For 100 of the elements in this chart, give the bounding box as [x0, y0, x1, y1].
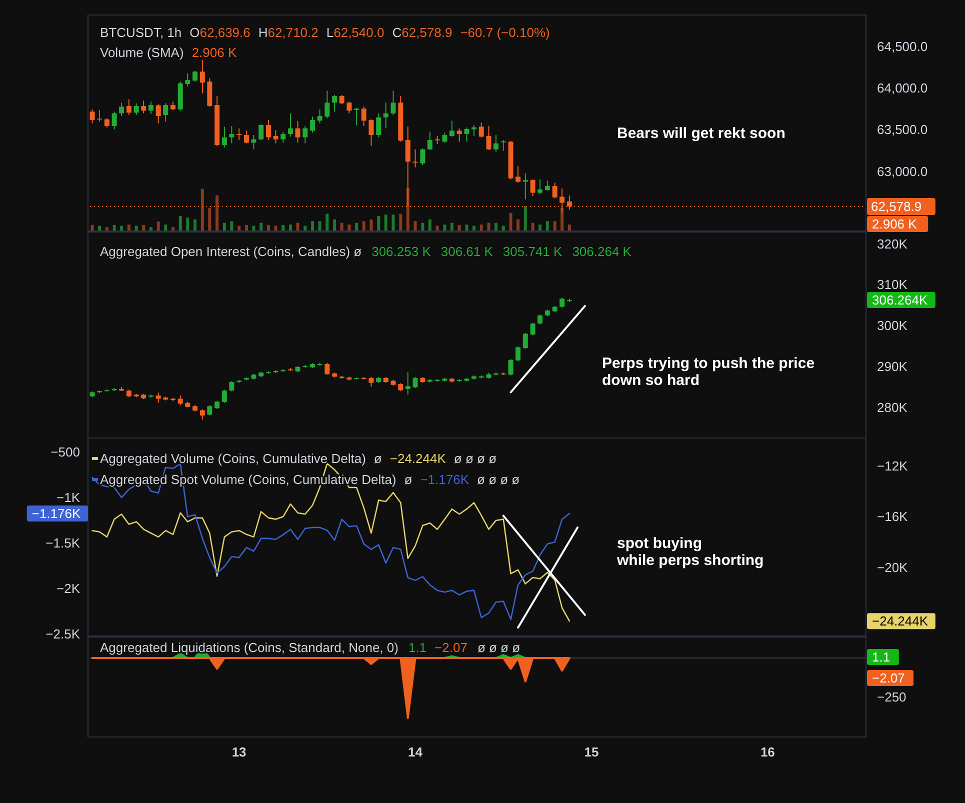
candlestick	[156, 392, 161, 404]
bar	[414, 221, 417, 231]
y-tick-label: 310K	[877, 277, 908, 292]
bar	[260, 222, 263, 231]
candlestick	[317, 108, 322, 124]
bar	[216, 195, 219, 231]
y-tick-label: 320K	[877, 236, 908, 252]
bar	[553, 221, 556, 231]
bar	[311, 221, 314, 231]
legend-label: Aggregated Volume (Coins, Cumulative Delta)	[100, 451, 366, 466]
y-tick-label: −2K	[56, 581, 80, 596]
candlestick	[222, 389, 227, 404]
annotation: H	[258, 25, 268, 40]
bar	[194, 219, 197, 231]
annotation: Perps trying to push the price down so hard	[602, 355, 815, 389]
bar	[560, 208, 564, 231]
candlestick	[200, 59, 205, 94]
bar	[377, 216, 380, 231]
candlestick	[324, 362, 330, 376]
candlestick	[508, 358, 514, 376]
y-tick-label: 63,500.0	[877, 122, 928, 138]
bar	[186, 218, 190, 231]
bar	[568, 224, 571, 231]
bar	[340, 222, 344, 231]
bar	[546, 221, 549, 231]
bar	[112, 224, 116, 231]
annotation: 2.906 K	[192, 45, 237, 60]
y-tick-label: −1.5K	[46, 536, 80, 551]
candlestick	[368, 376, 374, 388]
candlestick	[442, 132, 448, 144]
text: −24.244K	[872, 614, 928, 629]
candlestick	[405, 372, 410, 396]
candlestick	[390, 90, 396, 116]
candlestick	[156, 104, 161, 124]
y-tick-label: −2.5K	[46, 626, 80, 642]
candlestick	[185, 72, 190, 88]
bar	[244, 224, 248, 231]
candlestick	[552, 182, 558, 199]
candlestick	[530, 178, 536, 197]
bar	[428, 219, 432, 231]
x-tick-label: 14	[408, 744, 424, 760]
annotation: 62,540.0	[334, 25, 384, 40]
bar	[480, 224, 483, 231]
candlestick	[90, 108, 95, 124]
y-tick-label: 64,000.0	[877, 80, 928, 96]
annotation: −1.176K	[420, 472, 470, 487]
candlestick	[97, 109, 102, 122]
bar	[494, 222, 498, 231]
bar	[450, 222, 454, 231]
y-tick-label: −500	[50, 444, 80, 460]
text: 1.1	[872, 650, 890, 664]
bar	[392, 214, 395, 231]
chart-title: Aggregated Liquidations (Coins, Standard, None, 0)	[100, 640, 398, 655]
annotation: 306.253 K	[372, 244, 432, 259]
candlestick	[126, 98, 132, 116]
bar	[465, 224, 468, 231]
x-tick-label: 13	[232, 744, 246, 760]
candlestick	[134, 102, 139, 116]
candlestick	[229, 126, 234, 144]
annotation: 306.264 K	[572, 244, 632, 259]
annotation: L	[326, 25, 334, 40]
text: Aggregated Open Interest (Coins, Candles) ø	[100, 244, 362, 259]
candlestick	[112, 111, 117, 130]
annotation: Bears will get rekt soon	[617, 125, 786, 142]
ref-line-label: 62,578.9	[871, 198, 922, 214]
candlestick	[163, 102, 168, 122]
bar	[296, 222, 300, 231]
candlestick	[354, 107, 360, 126]
bar	[149, 227, 152, 231]
candlestick	[339, 94, 344, 104]
candlestick	[412, 376, 418, 389]
annotation: ø ø ø ø	[477, 472, 520, 487]
text: −250	[877, 690, 906, 704]
candlestick	[538, 314, 543, 325]
bar	[443, 224, 446, 231]
bar	[266, 224, 270, 231]
annotation: 62,710.2	[268, 25, 318, 40]
bar	[142, 224, 146, 231]
bar	[164, 224, 168, 231]
candlestick	[229, 380, 234, 392]
candlestick	[324, 90, 330, 119]
x-tick-label: 15	[584, 744, 599, 760]
candlestick	[200, 408, 205, 420]
candlestick	[266, 120, 271, 141]
text: −2.07	[872, 670, 905, 686]
text: BTCUSDT, 1h	[100, 25, 182, 40]
bar	[222, 222, 226, 231]
bar	[384, 214, 388, 231]
candlestick	[464, 127, 470, 142]
y-tick-label: 64,500.0	[877, 38, 928, 54]
bar	[156, 222, 160, 231]
bar	[362, 221, 366, 231]
candlestick	[420, 148, 426, 166]
candlestick	[486, 126, 492, 151]
candlestick	[368, 118, 374, 147]
candlestick	[544, 180, 550, 192]
candlestick	[244, 130, 249, 144]
candlestick	[141, 100, 146, 114]
bar	[538, 224, 542, 231]
annotation: ø ø ø ø	[477, 640, 520, 655]
